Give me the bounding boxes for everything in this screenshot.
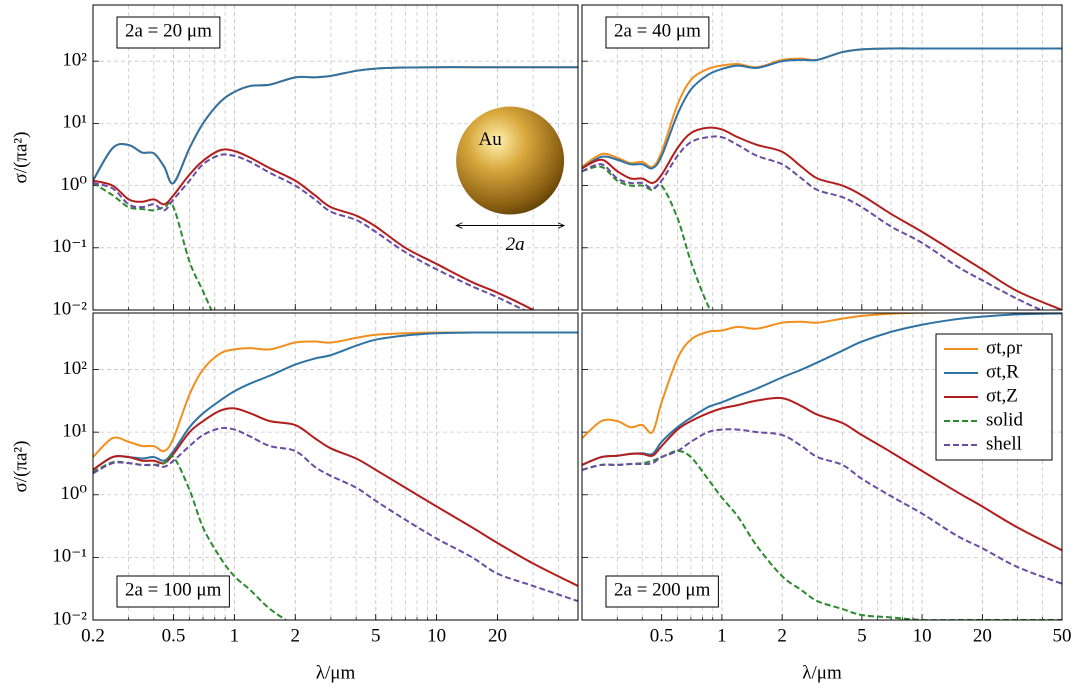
- y-tick-label: 10¹: [62, 112, 87, 133]
- x-tick-label: 50: [1053, 625, 1072, 646]
- legend: σt,ρr σt,R σt,Z solid shell: [935, 333, 1053, 461]
- y-tick-label: 10⁻²: [52, 298, 87, 319]
- annotation-box: [116, 16, 221, 49]
- series-line: [93, 148, 536, 310]
- series-line: [582, 126, 1062, 310]
- series-line: [93, 66, 578, 185]
- x-tick-label: 0.2: [81, 625, 105, 646]
- legend-label: solid: [986, 409, 1023, 430]
- y-tick-label: 10⁻¹: [52, 546, 87, 567]
- series-line: [93, 426, 578, 603]
- y-tick-label: 10⁰: [60, 174, 87, 195]
- series-line: [93, 153, 527, 310]
- series-group: [582, 313, 1062, 620]
- x-tick-label: 2: [777, 625, 787, 646]
- legend-label: σt,Z: [986, 385, 1018, 406]
- x-tick-label: 0.5: [650, 625, 674, 646]
- x-tick-label: 10: [427, 625, 446, 646]
- series-group: [93, 66, 578, 310]
- legend-label: σt,ρr: [986, 337, 1023, 358]
- legend-box: [935, 333, 1053, 461]
- x-tick-label: 0.5: [162, 625, 186, 646]
- series-line: [93, 407, 578, 587]
- panel: 2a = 40 μm: [581, 4, 1063, 311]
- plot-frame: [581, 4, 1063, 311]
- series-line: [93, 331, 578, 471]
- plot-frame: [581, 312, 1063, 621]
- y-tick-label: 10²: [62, 358, 87, 379]
- x-tick-label: 10: [913, 625, 932, 646]
- legend-label: σt,R: [986, 361, 1019, 382]
- annotation-box: [605, 575, 719, 608]
- inset-label: 2a: [506, 234, 525, 255]
- panel: 0.5 1 2 5 10 20 50 2a = 200 μm λ/μm σt,ρr σt,R σt,Z…: [581, 312, 1072, 683]
- legend-label: shell: [986, 433, 1022, 454]
- panel-annotation: 2a = 20 μm: [125, 20, 212, 41]
- sphere: [456, 106, 565, 215]
- panel-annotation: 2a = 100 μm: [125, 579, 222, 600]
- series-group: [582, 47, 1062, 310]
- panel: 10⁻² 10⁻¹ 10⁰ 10¹ 10² 2a = 20 μm Au 2a σ/(πa²): [10, 4, 579, 319]
- x-tick-label: 20: [488, 625, 507, 646]
- plot-frame: [92, 4, 579, 311]
- series-line: [582, 396, 1062, 552]
- y-tick-label: 10⁻¹: [52, 236, 87, 257]
- x-tick-label: 5: [857, 625, 867, 646]
- x-tick-label: 5: [371, 625, 381, 646]
- x-tick-label: 2: [291, 625, 301, 646]
- annotation-box: [116, 575, 230, 608]
- series-line: [93, 454, 288, 620]
- y-axis-label: σ/(πa²): [10, 441, 31, 493]
- series-line: [582, 47, 1062, 169]
- x-tick-label: 1: [230, 625, 240, 646]
- x-tick-label: 1: [717, 625, 727, 646]
- series-line: [582, 47, 1062, 170]
- inset-label: Au: [478, 129, 502, 150]
- x-axis-label: λ/μm: [802, 662, 842, 683]
- x-tick-label: 20: [973, 625, 992, 646]
- panel-annotation: 2a = 40 μm: [614, 20, 701, 41]
- y-axis-label: σ/(πa²): [10, 132, 31, 184]
- y-tick-label: 10²: [62, 50, 87, 71]
- annotation-box: [605, 16, 710, 49]
- y-tick-label: 10⁰: [60, 483, 87, 504]
- y-tick-label: 10⁻²: [52, 608, 87, 629]
- series-line: [582, 428, 1062, 585]
- series-line: [93, 182, 213, 310]
- series-group: [93, 331, 578, 620]
- series-line: [582, 165, 712, 310]
- y-tick-label: 10¹: [62, 421, 87, 442]
- panel-annotation: 2a = 200 μm: [614, 579, 711, 600]
- series-line: [582, 313, 1062, 439]
- x-axis-label: λ/μm: [316, 662, 356, 683]
- series-line: [93, 331, 578, 458]
- plot-frame: [92, 312, 579, 621]
- panel: 0.2 0.5 1 2 5 10 20 10⁻² 10⁻¹ 10⁰ 10¹ 10² 2a = 100 μ…: [10, 312, 579, 683]
- series-line: [582, 135, 1044, 310]
